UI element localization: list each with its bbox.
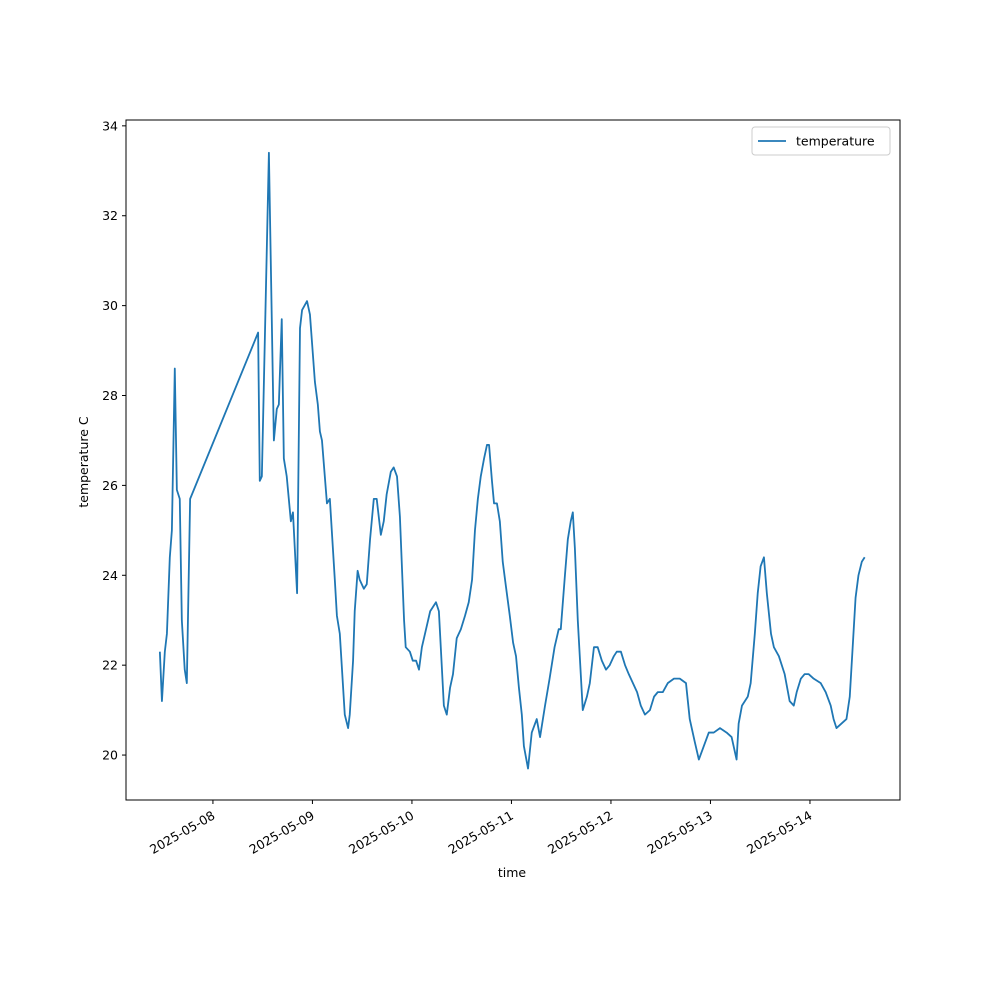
y-tick-label: 26 <box>102 478 118 493</box>
y-tick-label: 34 <box>102 118 118 133</box>
legend-box <box>751 126 891 156</box>
legend-label: temperature <box>796 134 875 149</box>
plot-frame <box>125 119 901 801</box>
line <box>158 151 866 770</box>
y-tick-label: 28 <box>102 388 118 403</box>
x-axis-label: time <box>498 865 527 880</box>
y-tick-label: 24 <box>102 568 118 583</box>
y-axis-label: temperature C <box>76 416 91 508</box>
y-tick-label: 22 <box>102 658 118 673</box>
y-tick-label: 32 <box>102 208 118 223</box>
y-tick-label: 30 <box>102 298 118 313</box>
y-tick-label: 20 <box>102 748 118 763</box>
legend: temperature <box>751 126 891 156</box>
